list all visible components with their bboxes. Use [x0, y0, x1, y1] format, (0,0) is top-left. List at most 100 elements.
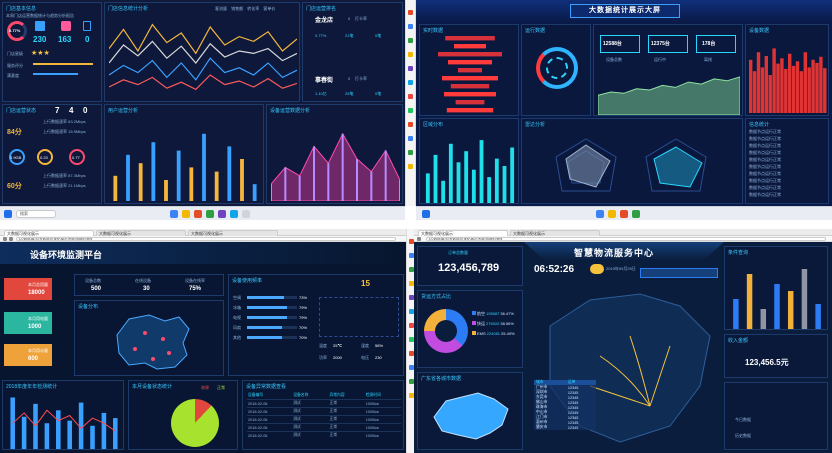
browser-tab[interactable]: 大数据可视化展示 — [188, 230, 278, 236]
series-line — [109, 74, 297, 91]
line-chart — [109, 23, 297, 91]
list-item[interactable]: 历史数据 — [735, 433, 751, 438]
data-table: 设备编号 设备名称 异常内容 检测时间 2018-02-06 测试 正常 1000kw 2018… — [247, 392, 401, 439]
app-icon[interactable] — [596, 210, 604, 218]
sidebar-app-icon[interactable] — [409, 337, 414, 342]
sidebar-app-icon[interactable] — [409, 281, 414, 286]
reading-key: 温度 — [319, 343, 327, 348]
bar — [176, 150, 181, 201]
sidebar-app-icon[interactable] — [408, 150, 413, 155]
app-icon[interactable] — [170, 210, 178, 218]
sidebar-app-icon[interactable] — [409, 351, 414, 356]
table-cell: 测试 — [292, 407, 329, 416]
sidebar-app-icon[interactable] — [409, 379, 414, 384]
sidebar-app-icon[interactable] — [409, 393, 414, 398]
right-bar-panel: 条件查询 — [724, 246, 828, 330]
browser-tab[interactable]: 大数据可视化展示 — [96, 230, 186, 236]
app-icon[interactable] — [218, 210, 226, 218]
table-cell: 测试 — [292, 423, 329, 432]
bar — [164, 180, 168, 201]
back-icon[interactable] — [417, 237, 421, 241]
app-icon[interactable] — [620, 210, 628, 218]
legend-swatch — [472, 321, 476, 325]
app-icon[interactable] — [242, 210, 250, 218]
windows-icon[interactable] — [422, 210, 430, 218]
usage-track — [247, 306, 297, 309]
bar — [444, 92, 496, 97]
table-cell: 江门市 — [536, 415, 548, 419]
legend-item: 销售额 — [231, 6, 244, 11]
bar — [464, 151, 469, 203]
page-title: 设备环境监测平台 — [30, 250, 103, 260]
table-cell: 2018-02-06 — [247, 431, 293, 439]
tile-value: 18000 — [28, 290, 45, 296]
sidebar-app-icon[interactable] — [409, 295, 414, 300]
sidebar-app-icon[interactable] — [408, 10, 413, 15]
sidebar-app-icon[interactable] — [408, 52, 413, 57]
bar — [749, 59, 753, 113]
bar-chart — [113, 133, 257, 201]
list-item[interactable]: 今日数据 — [735, 417, 751, 422]
progress-bar — [33, 63, 93, 65]
annual-panel: 2018年度年年检测统计 — [2, 380, 124, 450]
clock-time: 06:52:26 — [534, 264, 575, 275]
bar — [370, 171, 373, 201]
query-button[interactable] — [640, 268, 718, 278]
panel-title: 门店基本信息 — [6, 6, 37, 12]
sidebar-app-icon[interactable] — [409, 267, 414, 272]
sidebar-app-icon[interactable] — [409, 239, 414, 244]
windows-icon[interactable] — [4, 210, 12, 218]
table-cell: 珠海市 — [536, 405, 548, 409]
legend-name: 快运 — [477, 321, 485, 326]
folder-icon[interactable] — [608, 210, 616, 218]
panel-title: 雷达分析 — [525, 122, 546, 128]
sidebar-app-icon[interactable] — [408, 136, 413, 141]
panel-title: 用户运营分析 — [108, 108, 139, 114]
radar-chart — [555, 138, 707, 192]
legend-item: 故障 — [201, 385, 209, 390]
table-cell: 12345 — [567, 385, 579, 390]
sidebar-app-icon[interactable] — [408, 108, 413, 113]
usage-fill — [247, 316, 287, 319]
quadrant-logistics-center: 智慧物流服务中心 订单总数量 123,456,789 货运方式占比 航空1955… — [414, 242, 832, 453]
table-header: 运单 — [565, 380, 596, 385]
sidebar-app-icon[interactable] — [409, 365, 414, 370]
city-table: 城市 运单 广州市 12345 深圳市 12345 东莞市 12345 佛山市 12345 珠海市 1… — [534, 380, 596, 430]
usage-track — [247, 296, 297, 299]
browser-tab[interactable]: 大数据可视化展示 — [510, 230, 600, 236]
sidebar-app-icon[interactable] — [409, 309, 414, 314]
app-icon[interactable] — [230, 210, 238, 218]
table-cell: 12345 — [567, 405, 579, 410]
search-box[interactable]: 搜索 — [16, 210, 56, 218]
table-cell: 中山市 — [536, 410, 548, 414]
sidebar-app-icon[interactable] — [408, 122, 413, 127]
sidebar-app-icon[interactable] — [409, 323, 414, 328]
app-icon[interactable] — [194, 210, 202, 218]
sidebar-app-icon[interactable] — [408, 38, 413, 43]
ranking-panel: 门店运营排名 金龙店 0 打卡率 0.77% 21笔 0笔 事春街 0 打卡率 … — [302, 2, 403, 102]
sidebar-app-icon[interactable] — [408, 94, 413, 99]
bar — [10, 397, 15, 449]
sidebar-app-icon[interactable] — [408, 66, 413, 71]
app-icon[interactable] — [206, 210, 214, 218]
legend-item: 客流量 — [215, 6, 227, 11]
url-field[interactable]: D:/数据展示/大数据可视化展示大屏/index.html — [426, 237, 826, 241]
counter-value: 12588台 — [603, 41, 622, 47]
back-icon[interactable] — [3, 237, 7, 241]
sidebar-app-icon[interactable] — [409, 253, 414, 258]
sidebar-app-icon[interactable] — [408, 80, 413, 85]
counter-box — [600, 35, 640, 53]
refresh-icon[interactable] — [9, 237, 13, 241]
sidebar-app-icon[interactable] — [408, 164, 413, 169]
quadrant-bigdata-screen: 大数据统计展示大屏 实时数据 运行数据 12588台 设备总数 12375台 运… — [416, 0, 832, 206]
bar — [113, 175, 118, 201]
folder-icon[interactable] — [182, 210, 190, 218]
browser-tab[interactable]: 大数据可视化展示 — [4, 230, 94, 236]
sidebar-app-icon[interactable] — [408, 24, 413, 29]
table-header: 检测时间 — [365, 393, 381, 397]
url-field[interactable]: D:/数据展示/大数据可视化展示大屏/index.html — [16, 237, 396, 241]
bar — [341, 133, 344, 201]
app-icon[interactable] — [632, 210, 640, 218]
bar — [227, 146, 232, 201]
browser-tab[interactable]: 大数据可视化展示 — [418, 230, 508, 236]
